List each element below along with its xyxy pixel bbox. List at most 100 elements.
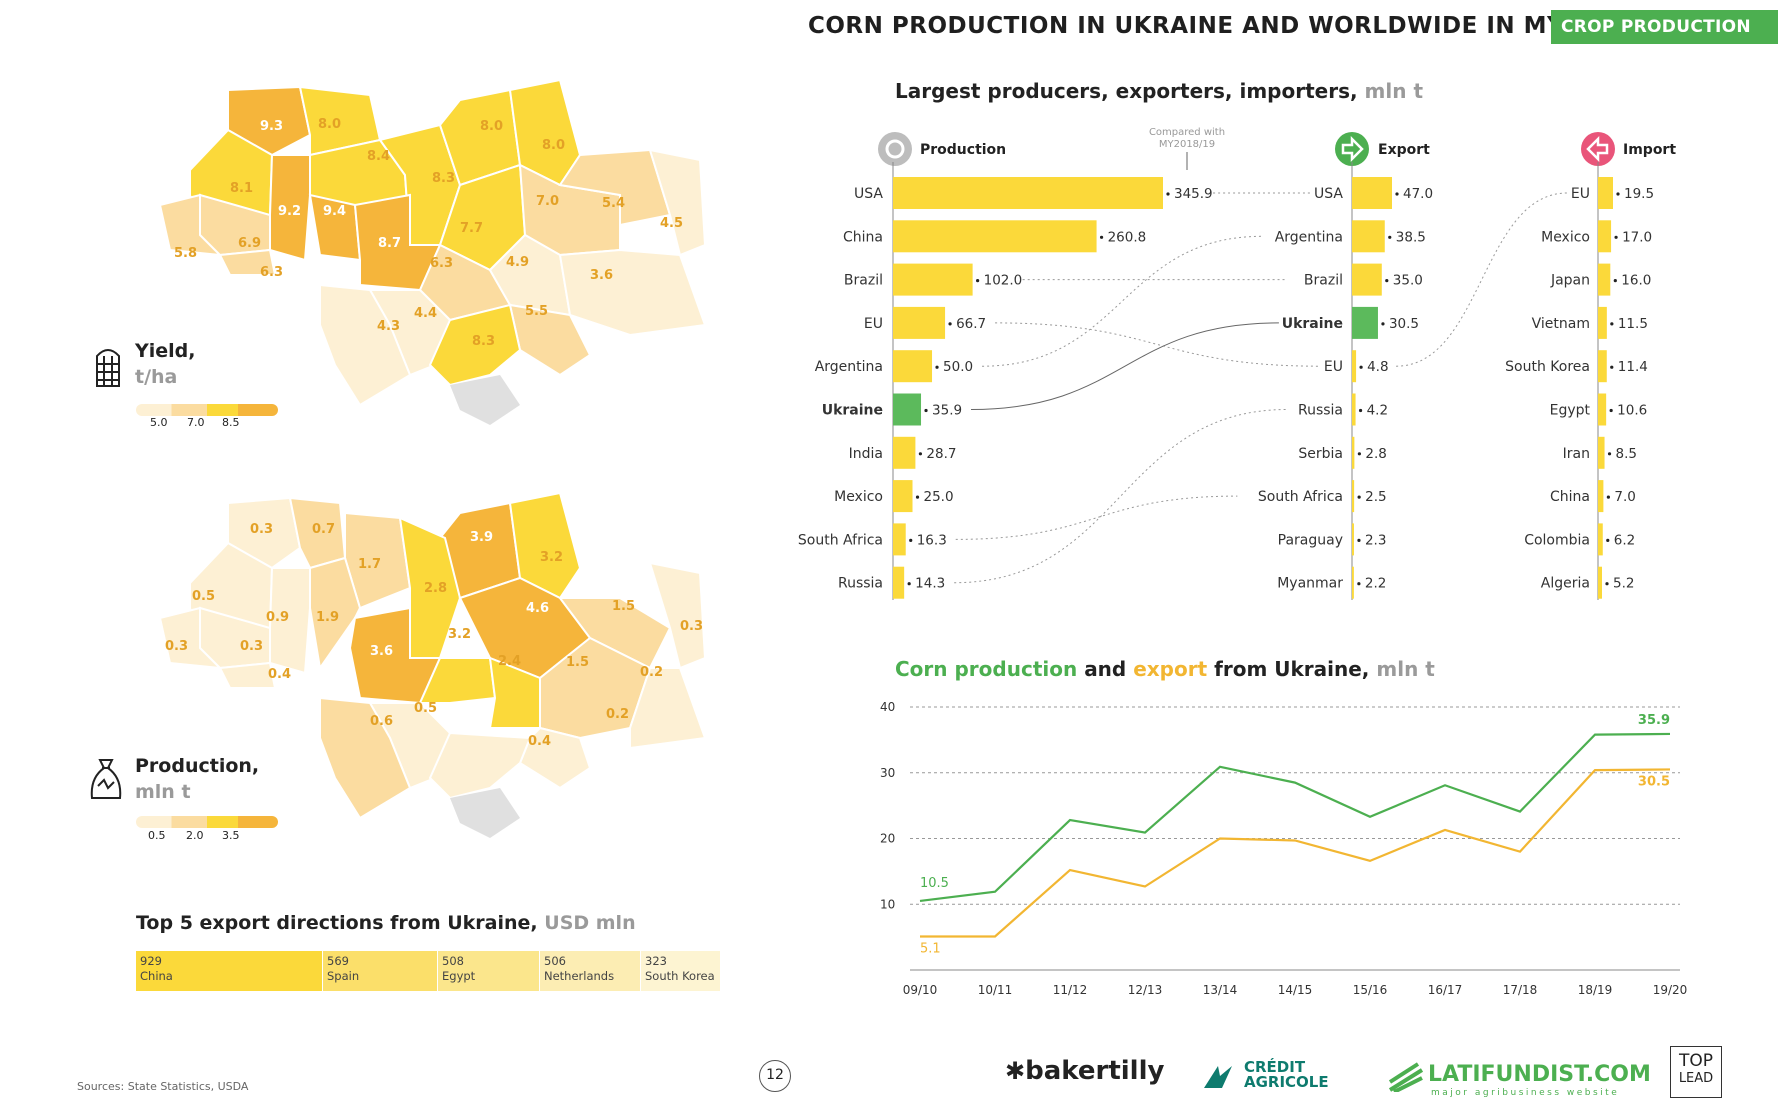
bar-dot: [924, 408, 928, 413]
production-value-label: 0.6: [370, 714, 393, 729]
bar-dot: [1616, 192, 1620, 196]
bar-dot: [1388, 235, 1392, 239]
production-value-label: 0.3: [240, 639, 263, 654]
x-tick-label: 15/16: [1353, 983, 1388, 997]
yield-legend-tick: 5.0: [150, 416, 168, 429]
connector-line: [982, 235, 1263, 367]
category-label: Russia: [1298, 403, 1343, 419]
yield-value-label: 8.7: [378, 236, 401, 251]
production-value-label: 0.3: [250, 522, 273, 537]
y-tick-label: 30: [880, 766, 895, 780]
category-label: Ukraine: [1282, 316, 1343, 332]
credit-agricole-icon: [1204, 1066, 1232, 1088]
bar-value-label: 7.0: [1614, 489, 1635, 505]
x-tick-label: 18/19: [1578, 983, 1613, 997]
yield-legend-tick: 7.0: [187, 416, 205, 429]
bar-dot: [907, 582, 911, 586]
production-header: Production: [878, 132, 1006, 166]
compared-note: Compared with: [1149, 127, 1225, 138]
wheat-icon: [1388, 1062, 1424, 1092]
production-value-label: 0.3: [680, 619, 703, 634]
category-label: Mexico: [834, 489, 883, 505]
bar-dot: [1613, 279, 1617, 283]
yield-value-label: 5.4: [602, 196, 625, 211]
map-region: [319, 283, 412, 407]
bar-import: [1598, 436, 1605, 469]
map-region: [428, 731, 532, 800]
bar-value-label: 8.5: [1616, 446, 1637, 462]
category-label: EU: [864, 316, 883, 332]
top5-cell: 929 China: [136, 951, 322, 991]
bar-export: [1352, 263, 1382, 296]
bar-dot: [1357, 452, 1361, 456]
connector-line: [971, 322, 1279, 410]
bar-value-label: 35.0: [1393, 273, 1423, 289]
gear-icon: [878, 132, 912, 166]
production-value-label: 3.9: [470, 530, 493, 545]
map-region: [648, 148, 707, 257]
bar-value-label: 28.7: [926, 446, 956, 462]
map-region: [450, 375, 520, 425]
bar-export: [1352, 566, 1354, 599]
line-chart-title: Corn production and export from Ukraine,…: [895, 657, 1435, 681]
production-value-label: 0.7: [312, 522, 335, 537]
yield-value-label: 4.5: [660, 216, 683, 231]
production-value-label: 0.2: [606, 707, 629, 722]
category-label: Argentina: [1275, 229, 1343, 245]
yield-value-label: 7.7: [460, 221, 483, 236]
category-label: Colombia: [1524, 532, 1590, 548]
production-value-label: 2.8: [424, 581, 447, 596]
category-label: Serbia: [1298, 446, 1343, 462]
category-label: South Africa: [1258, 489, 1343, 505]
yield-map: 9.3 8.0 8.1 8.4 8.3 8.0 8.0 9.2 9.4 8.7 7.7 7.0 5.4 4…: [160, 78, 707, 425]
bar-dot: [1606, 538, 1610, 542]
producers-title: Largest producers, exporters, importers,…: [895, 79, 1424, 103]
arrow-right-icon: [1335, 132, 1369, 166]
production-value-label: 0.9: [266, 610, 289, 625]
production-value-label: 1.9: [316, 610, 339, 625]
import-label: Import: [1623, 142, 1676, 158]
category-label: Paraguay: [1278, 532, 1343, 548]
production-value-label: 1.5: [612, 599, 635, 614]
bar-production: [893, 436, 916, 469]
bar-production: [893, 523, 906, 556]
yield-title: Yield,: [135, 340, 196, 362]
production-value-label: 0.4: [528, 734, 551, 749]
bar-value-label: 30.5: [1389, 316, 1419, 332]
production-unit: mln t: [135, 781, 191, 803]
bar-import: [1598, 523, 1603, 556]
yield-value-label: 6.9: [238, 236, 261, 251]
bar-dot: [1357, 582, 1361, 586]
bar-dot: [1357, 538, 1361, 542]
page-title: CORN PRODUCTION IN UKRAINE AND WORLDWIDE…: [808, 13, 1673, 39]
bar-dot: [1381, 322, 1385, 326]
category-label: EU: [1571, 186, 1590, 202]
bar-production: [893, 350, 933, 383]
bar-value-label: 2.5: [1365, 489, 1386, 505]
bar-dot: [1610, 365, 1614, 369]
map-region: [558, 248, 707, 337]
compared-note: MY2018/19: [1159, 139, 1215, 150]
yield-value-label: 3.6: [590, 268, 613, 283]
bar-value-label: 66.7: [956, 316, 986, 332]
production-legend-tick: 0.5: [148, 829, 166, 842]
production-value-label: 3.2: [540, 550, 563, 565]
category-label: Myanmar: [1277, 576, 1343, 592]
connector-line: [954, 409, 1288, 584]
bar-import: [1598, 566, 1602, 599]
page-number: 12: [759, 1060, 791, 1092]
bar-dot: [1609, 408, 1613, 413]
bar-value-label: 50.0: [943, 359, 973, 375]
production-value-label: 3.2: [448, 627, 471, 642]
yield-value-label: 5.8: [174, 246, 197, 261]
yield-value-label: 8.0: [480, 119, 503, 134]
category-label: South Korea: [1505, 359, 1590, 375]
category-label: Japan: [1550, 273, 1590, 289]
production-title: Production,: [135, 755, 260, 777]
bar-value-label: 16.3: [917, 532, 947, 548]
production-legend-bar: [136, 816, 278, 828]
map-region: [344, 511, 412, 610]
start-value-label: 10.5: [920, 876, 949, 891]
x-tick-label: 17/18: [1503, 983, 1538, 997]
bar-value-label: 35.9: [932, 403, 962, 419]
